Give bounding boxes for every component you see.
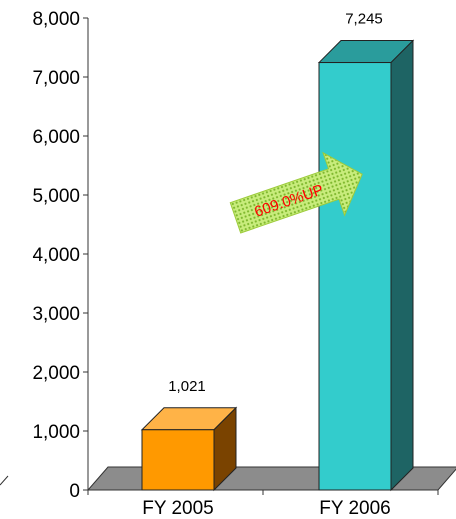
data-label: 1,021 [168,378,206,395]
y-tick-label: 3,000 [32,304,80,325]
y-tick-label: 8,000 [32,9,80,30]
y-tick-label: 2,000 [32,363,80,384]
x-tick-label: FY 2006 [319,498,390,519]
y-tick-label: 1,000 [32,422,80,443]
floor-edge-fragment [0,475,9,486]
bar-side [390,39,414,492]
y-tick-label: 0 [69,481,80,502]
bar [318,62,392,491]
y-tick-label: 4,000 [32,245,80,266]
y-axis-ticks: 0 1,000 2,000 3,000 4,000 5,000 6,000 7,000 8,00… [32,9,88,502]
data-label: 7,245 [345,11,383,28]
x-axis-ticks: FY 2005 FY 2006 [87,490,439,519]
y-tick-label: 6,000 [32,127,80,148]
x-tick-label: FY 2005 [142,498,213,519]
bars [140,39,415,492]
y-tick-label: 5,000 [32,186,80,207]
data-labels: 1,021 7,245 [168,11,383,395]
y-tick-label: 7,000 [32,68,80,89]
bar [141,429,215,491]
arrow-shape [229,151,363,234]
